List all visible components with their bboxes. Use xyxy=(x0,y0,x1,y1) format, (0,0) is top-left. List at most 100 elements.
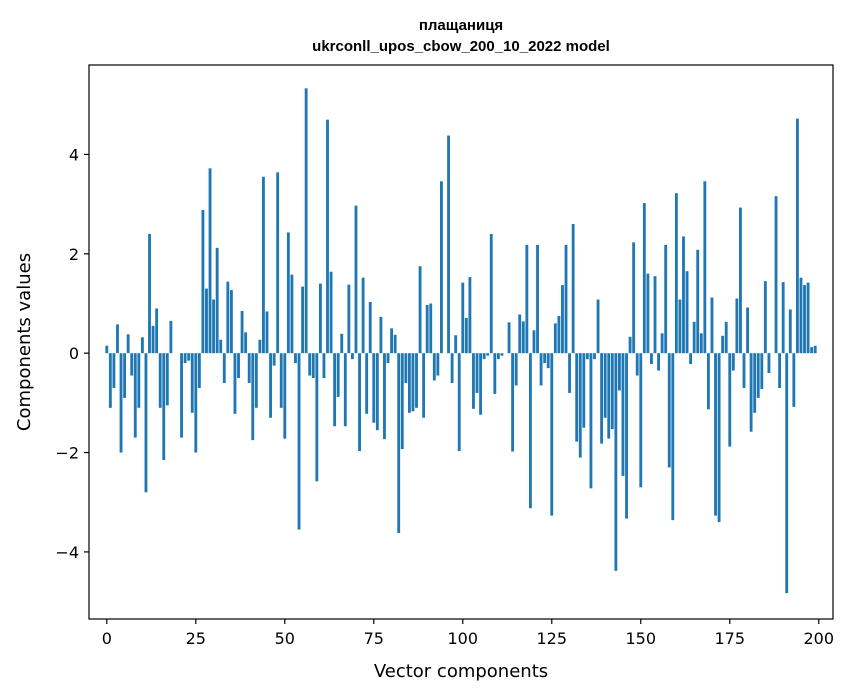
bar-163 xyxy=(685,271,689,354)
bar-63 xyxy=(329,271,333,354)
bar-44 xyxy=(262,176,265,354)
bar-39 xyxy=(244,332,248,354)
bar-169 xyxy=(706,353,710,410)
bar-143 xyxy=(614,353,618,571)
bar-47 xyxy=(272,353,276,366)
bar-131 xyxy=(571,224,575,354)
bar-189 xyxy=(778,353,782,388)
bar-54 xyxy=(297,353,301,530)
bar-109 xyxy=(493,353,497,394)
bar-64 xyxy=(333,353,337,427)
bar-132 xyxy=(575,353,579,442)
bar-93 xyxy=(436,353,440,376)
bar-136 xyxy=(589,353,593,489)
bar-191 xyxy=(785,353,789,594)
bar-175 xyxy=(728,353,732,447)
bar-40 xyxy=(247,353,251,383)
bar-119 xyxy=(528,353,532,509)
bar-72 xyxy=(361,277,365,354)
bar-8 xyxy=(133,353,137,438)
bar-174 xyxy=(724,321,728,354)
bar-140 xyxy=(603,353,607,418)
bar-79 xyxy=(386,353,390,364)
bar-25 xyxy=(194,353,198,453)
bar-27 xyxy=(201,210,205,354)
bar-52 xyxy=(290,274,294,354)
bar-82 xyxy=(397,353,401,534)
bar-92 xyxy=(432,353,436,381)
bar-45 xyxy=(265,311,269,354)
bar-177 xyxy=(735,298,739,354)
bar-16 xyxy=(162,353,166,461)
bar-160 xyxy=(674,193,678,354)
bar-124 xyxy=(546,353,550,369)
bar-69 xyxy=(351,353,354,360)
bar-161 xyxy=(678,299,682,354)
bar-107 xyxy=(486,353,490,356)
bar-99 xyxy=(457,353,461,452)
bar-101 xyxy=(464,317,468,354)
bar-35 xyxy=(229,290,233,354)
bar-128 xyxy=(561,285,564,354)
bar-141 xyxy=(607,353,611,439)
bar-80 xyxy=(390,328,394,354)
bar-12 xyxy=(148,233,151,354)
bar-43 xyxy=(258,339,262,354)
bar-125 xyxy=(550,353,554,516)
bar-126 xyxy=(553,323,557,354)
bar-145 xyxy=(621,353,625,476)
bar-146 xyxy=(625,353,628,519)
bar-97 xyxy=(450,353,454,383)
bar-123 xyxy=(543,353,547,364)
bar-56 xyxy=(304,88,308,354)
bar-75 xyxy=(372,353,376,423)
bar-111 xyxy=(500,353,504,356)
bar-188 xyxy=(774,196,778,354)
bar-49 xyxy=(279,353,283,408)
bar-118 xyxy=(525,244,529,354)
bar-46 xyxy=(269,353,272,418)
bar-14 xyxy=(155,308,159,354)
bar-34 xyxy=(226,281,230,354)
y-tick-label: 4 xyxy=(69,145,79,164)
bar-151 xyxy=(642,203,646,354)
y-tick-label: −2 xyxy=(55,444,79,463)
bar-103 xyxy=(472,353,475,409)
bar-3 xyxy=(116,324,119,354)
bar-170 xyxy=(710,297,714,354)
bar-198 xyxy=(810,347,814,354)
bar-190 xyxy=(781,282,785,354)
bar-178 xyxy=(739,207,742,354)
bar-127 xyxy=(557,315,561,354)
x-tick-label: 100 xyxy=(448,629,479,648)
y-tick-label: 2 xyxy=(69,245,79,264)
x-tick-label: 50 xyxy=(275,629,295,648)
bar-60 xyxy=(318,283,322,354)
bar-41 xyxy=(251,353,255,441)
y-axis-label: Components values xyxy=(14,253,35,431)
bar-50 xyxy=(283,353,287,439)
bar-5 xyxy=(123,353,127,398)
bar-18 xyxy=(169,320,173,354)
bar-76 xyxy=(375,353,379,431)
bar-29 xyxy=(208,168,212,354)
bar-51 xyxy=(286,232,290,354)
bar-61 xyxy=(322,353,326,379)
bar-129 xyxy=(564,244,568,354)
bar-62 xyxy=(326,119,329,354)
bar-192 xyxy=(788,309,792,354)
y-axis-ticks: −4 −2 0 2 4 xyxy=(55,145,89,562)
bar-195 xyxy=(799,277,803,354)
bar-180 xyxy=(746,307,749,354)
bar-164 xyxy=(689,353,693,365)
bar-31 xyxy=(215,247,219,354)
bar-65 xyxy=(336,353,340,397)
bar-58 xyxy=(311,353,315,379)
bar-133 xyxy=(578,353,582,458)
bar-193 xyxy=(792,353,796,407)
bar-23 xyxy=(187,353,191,361)
x-tick-label: 200 xyxy=(803,629,834,648)
plot-frame xyxy=(88,64,834,620)
bar-105 xyxy=(479,353,483,415)
bar-154 xyxy=(653,276,657,354)
